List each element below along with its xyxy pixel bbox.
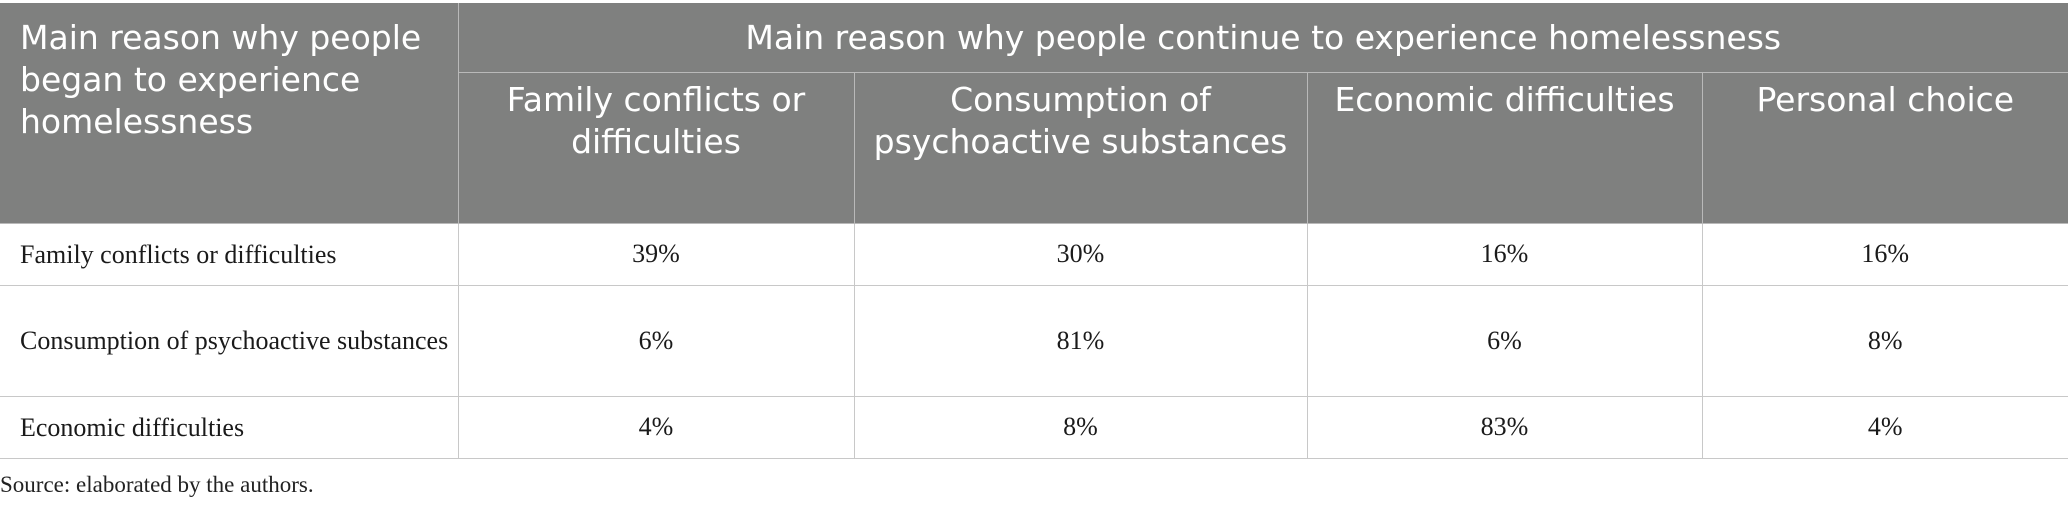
group-header: Main reason why people continue to exper… <box>457 3 2068 73</box>
column-header-family: Family conflicts or difficulties <box>457 72 855 224</box>
corner-header: Main reason why people began to experien… <box>0 3 459 224</box>
table-cell: 16% <box>1306 222 1703 286</box>
table-cell: 6% <box>457 284 855 397</box>
data-table-container: Main reason why people began to experien… <box>0 3 2068 459</box>
header-row-group: Main reason why people began to experien… <box>0 3 2068 224</box>
table-cell: 16% <box>1701 222 2068 286</box>
column-header-personal-choice: Personal choice <box>1701 72 2068 224</box>
table-cell: 30% <box>853 222 1308 286</box>
table-row: Economic difficulties 4% 8% 83% 4% <box>0 395 2068 459</box>
homelessness-reasons-table: Main reason why people began to experien… <box>0 3 2068 459</box>
table-cell: 39% <box>457 222 855 286</box>
row-label: Consumption of psychoactive substances <box>0 284 459 397</box>
table-cell: 6% <box>1306 284 1703 397</box>
table-row: Consumption of psychoactive substances 6… <box>0 284 2068 397</box>
source-note: Source: elaborated by the authors. <box>0 472 314 497</box>
table-cell: 8% <box>1701 284 2068 397</box>
column-header-substances: Consumption of psychoactive substances <box>853 72 1308 224</box>
row-label: Family conflicts or difficulties <box>0 222 459 286</box>
header-row-columns: Family conflicts or difficulties Consump… <box>0 72 2068 224</box>
table-cell: 83% <box>1306 395 1703 459</box>
table-cell: 8% <box>853 395 1308 459</box>
table-cell: 4% <box>1701 395 2068 459</box>
table-cell: 4% <box>457 395 855 459</box>
table-row: Family conflicts or difficulties 39% 30%… <box>0 222 2068 286</box>
column-header-economic: Economic difficulties <box>1306 72 1703 224</box>
row-label: Economic difficulties <box>0 395 459 459</box>
table-cell: 81% <box>853 284 1308 397</box>
